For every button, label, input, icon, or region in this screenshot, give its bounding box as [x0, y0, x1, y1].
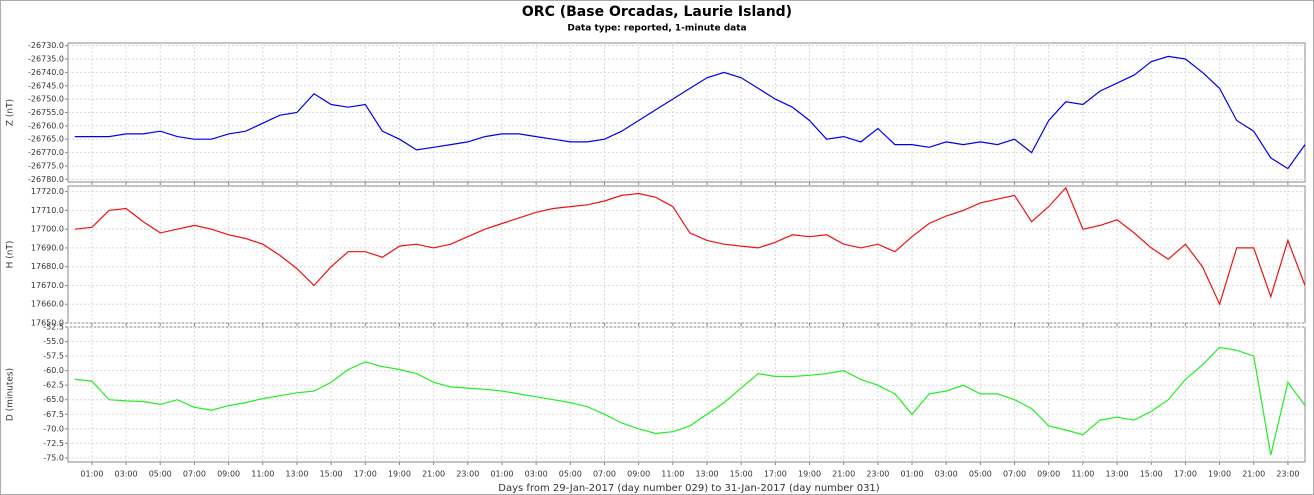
chart-title: ORC (Base Orcadas, Laurie Island)	[522, 4, 792, 20]
x-tick-label: 09:00	[217, 470, 240, 479]
x-tick-label: 05:00	[149, 470, 172, 479]
x-tick-label: 17:00	[1174, 470, 1197, 479]
y-tick-label: -26730.0	[28, 41, 64, 50]
y-tick-label: -62.5	[43, 381, 64, 390]
x-tick-label: 17:00	[354, 470, 377, 479]
x-tick-label: 03:00	[525, 470, 548, 479]
y-tick-label: -52.5	[43, 323, 64, 332]
x-tick-label: 01:00	[80, 470, 103, 479]
x-tick-label: 23:00	[866, 470, 889, 479]
y-tick-label: 17700.0	[31, 225, 64, 234]
y-tick-label: -26735.0	[28, 55, 64, 64]
x-tick-label: 21:00	[832, 470, 855, 479]
y-tick-label: 17720.0	[31, 187, 64, 196]
y-axis-label: H (nT)	[6, 241, 16, 269]
x-tick-label: 05:00	[969, 470, 992, 479]
x-tick-label: 17:00	[764, 470, 787, 479]
y-axis-label: Z (nT)	[6, 99, 16, 126]
x-tick-label: 19:00	[1208, 470, 1231, 479]
plot-area	[67, 42, 1306, 183]
x-tick-label: 15:00	[730, 470, 753, 479]
y-tick-label: -26770.0	[28, 148, 64, 157]
x-tick-label: 01:00	[900, 470, 923, 479]
x-tick-label: 23:00	[1276, 470, 1299, 479]
x-tick-label: 09:00	[627, 470, 650, 479]
x-tick-label: 19:00	[388, 470, 411, 479]
y-tick-label: -72.5	[43, 439, 64, 448]
x-tick-label: 15:00	[1140, 470, 1163, 479]
x-tick-label: 03:00	[115, 470, 138, 479]
y-tick-label: 17670.0	[31, 281, 64, 290]
x-tick-label: 05:00	[559, 470, 582, 479]
x-tick-label: 13:00	[1106, 470, 1129, 479]
y-tick-label: -70.0	[43, 424, 64, 433]
chart-subtitle: Data type: reported, 1-minute data	[567, 24, 746, 34]
x-tick-label: 23:00	[456, 470, 479, 479]
y-tick-label: -26775.0	[28, 161, 64, 170]
y-tick-label: -65.0	[43, 395, 64, 404]
x-tick-label: 21:00	[422, 470, 445, 479]
x-tick-label: 03:00	[935, 470, 958, 479]
x-tick-label: 01:00	[490, 470, 513, 479]
x-tick-label: 07:00	[593, 470, 616, 479]
y-tick-label: -67.5	[43, 410, 64, 419]
data-line	[74, 346, 1306, 456]
y-axis-label: D (minutes)	[6, 368, 16, 421]
y-tick-label: -26780.0	[28, 175, 64, 184]
plot-area	[67, 326, 1306, 463]
y-tick-label: 17690.0	[31, 243, 64, 252]
y-tick-label: -26760.0	[28, 121, 64, 130]
x-tick-label: 13:00	[285, 470, 308, 479]
x-tick-label: 21:00	[1242, 470, 1265, 479]
x-tick-label: 09:00	[1037, 470, 1060, 479]
y-tick-label: -57.5	[43, 352, 64, 361]
y-tick-label: -26755.0	[28, 108, 64, 117]
data-line	[74, 186, 1306, 306]
y-tick-label: -26745.0	[28, 81, 64, 90]
y-tick-label: 17660.0	[31, 300, 64, 309]
y-tick-label: 17710.0	[31, 206, 64, 215]
y-tick-label: -55.0	[43, 337, 64, 346]
y-tick-label: -60.0	[43, 366, 64, 375]
data-line	[74, 55, 1306, 170]
plot-area	[67, 185, 1306, 324]
x-tick-label: 11:00	[251, 470, 274, 479]
x-tick-label: 13:00	[695, 470, 718, 479]
y-tick-label: -75.0	[43, 453, 64, 462]
x-tick-label: 11:00	[661, 470, 684, 479]
x-tick-label: 07:00	[1003, 470, 1026, 479]
y-tick-label: 17650.0	[31, 319, 64, 328]
x-tick-label: 19:00	[798, 470, 821, 479]
y-tick-label: -26750.0	[28, 95, 64, 104]
x-tick-label: 11:00	[1071, 470, 1094, 479]
x-tick-label: 07:00	[183, 470, 206, 479]
x-tick-label: 15:00	[320, 470, 343, 479]
x-axis-label: Days from 29-Jan-2017 (day number 029) t…	[498, 483, 880, 494]
y-tick-label: 17680.0	[31, 262, 64, 271]
y-tick-label: -26740.0	[28, 68, 64, 77]
y-tick-label: -26765.0	[28, 135, 64, 144]
